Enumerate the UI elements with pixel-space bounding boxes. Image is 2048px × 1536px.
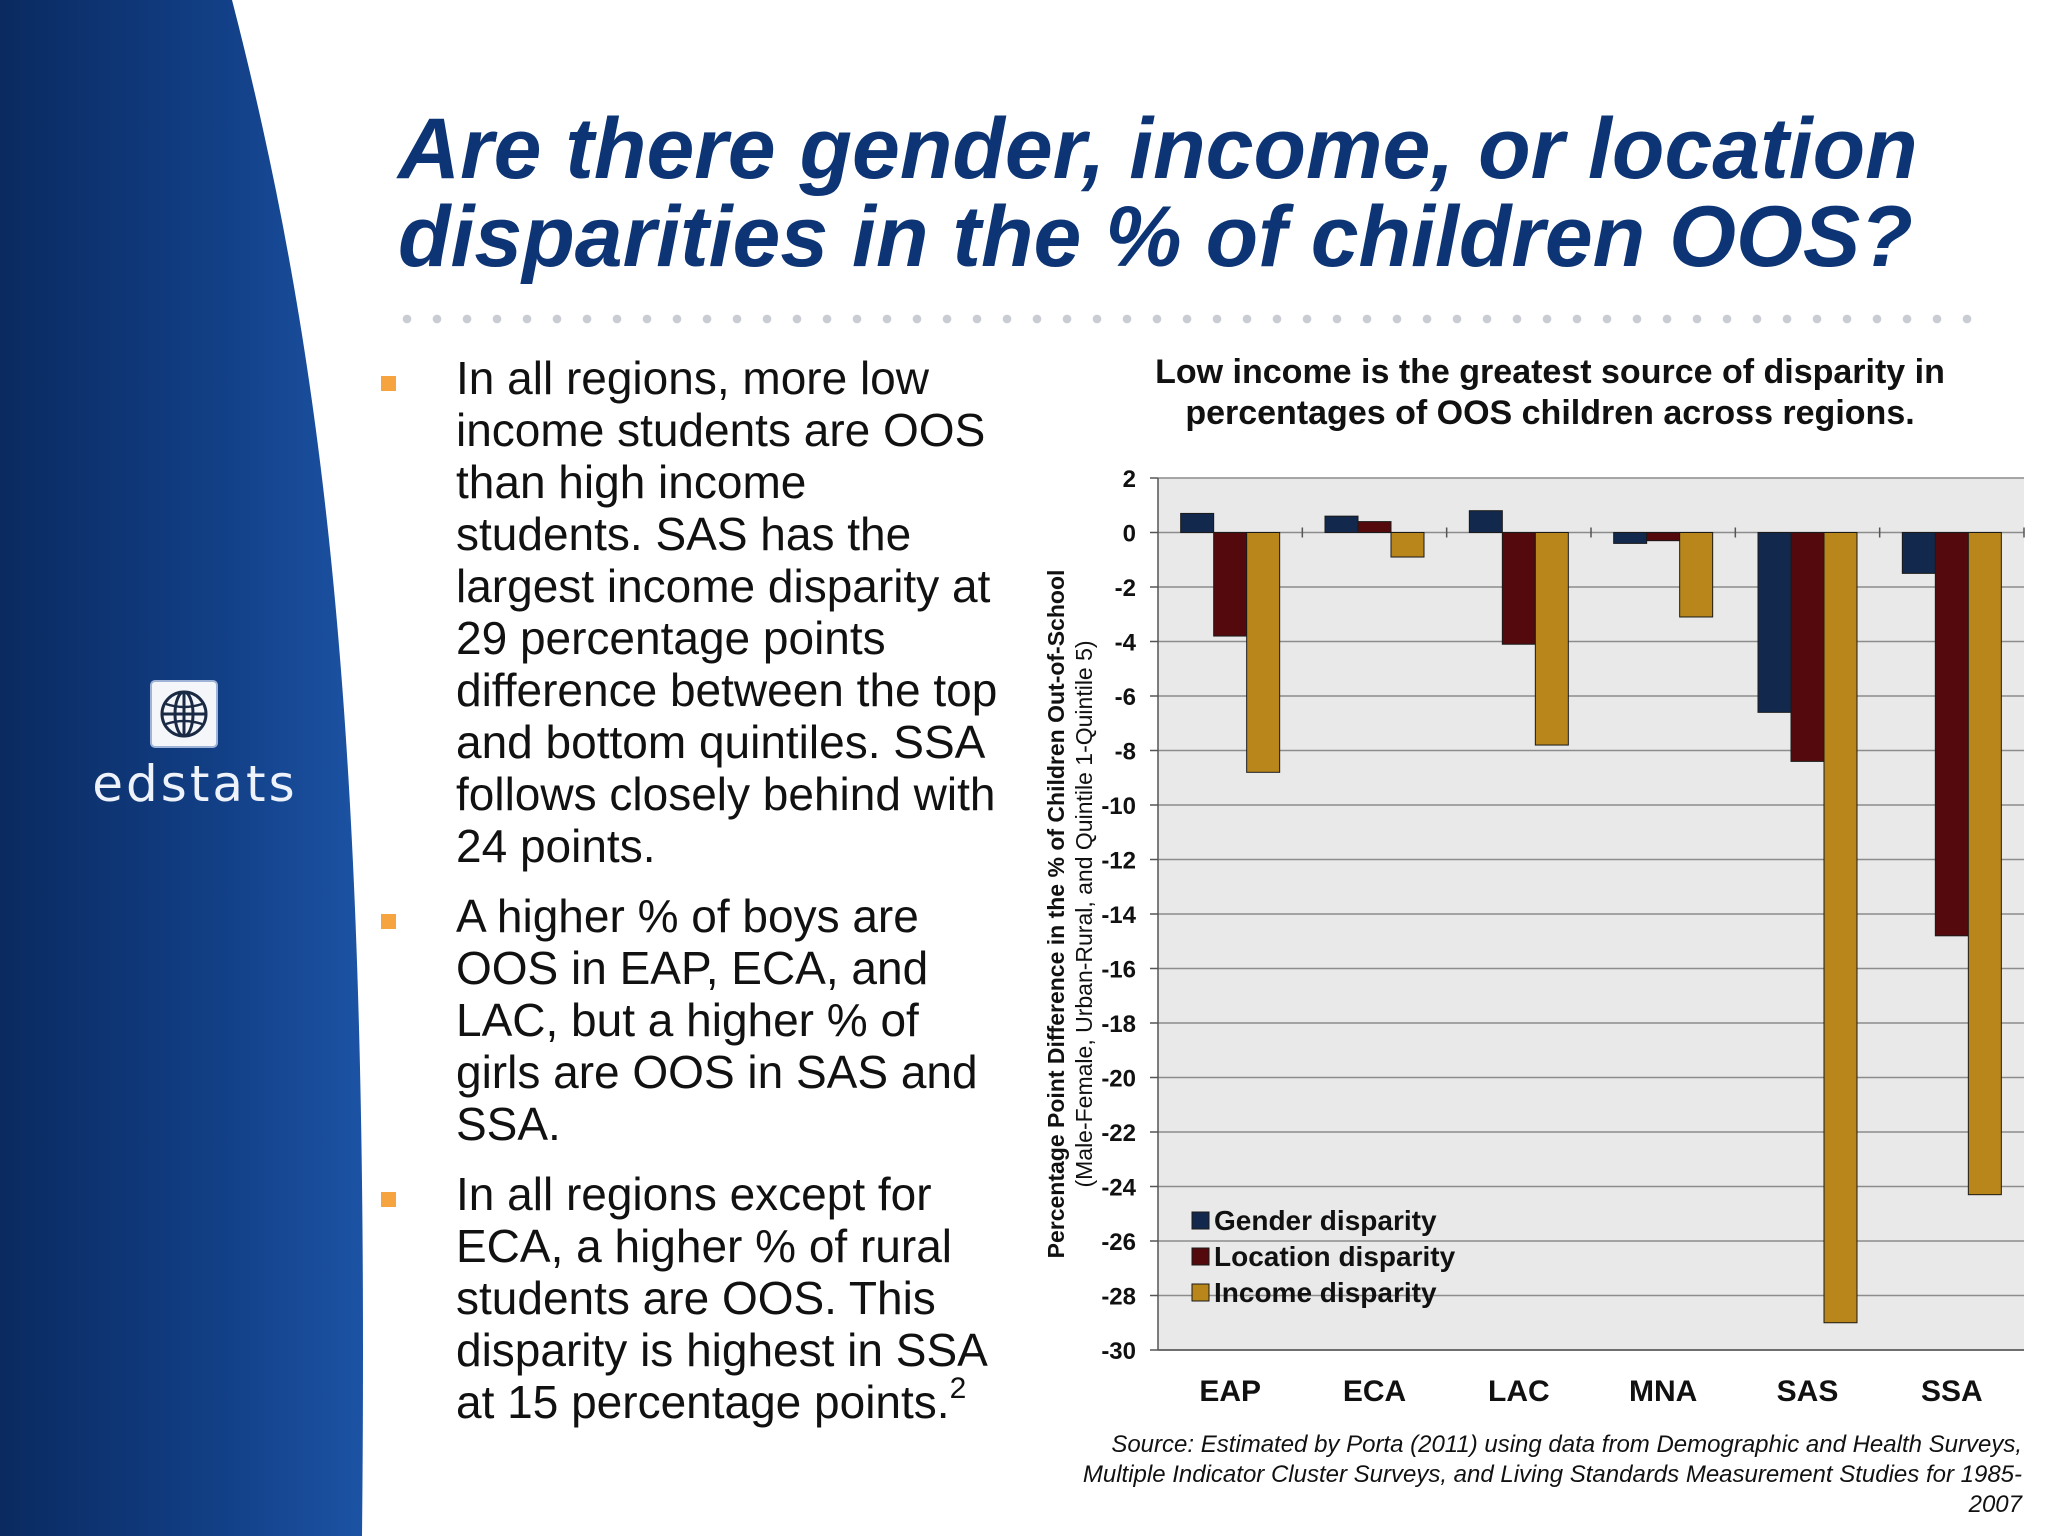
y-tick-label: -20: [1101, 1066, 1136, 1093]
x-tick-label: SSA: [1921, 1375, 1983, 1408]
edstats-logo-text: edstats: [92, 755, 298, 813]
y-axis-label-line-1: Percentage Point Difference in the % of …: [1043, 570, 1069, 1259]
y-tick-label: -4: [1115, 630, 1137, 657]
dotted-divider: [392, 314, 1982, 324]
bar: [1390, 532, 1425, 558]
legend-swatch: [1191, 1211, 1210, 1230]
y-axis-label-line-2: (Male-Female, Urban-Rural, and Quintile …: [1071, 640, 1097, 1187]
bullet-item: In all regions, more low income students…: [378, 352, 998, 872]
y-tick-label: -2: [1115, 575, 1136, 602]
y-axis-label: Percentage Point Difference in the % of …: [1043, 570, 1097, 1259]
globe-icon: [150, 680, 218, 748]
bullet-text: In all regions except for ECA, a higher …: [456, 1168, 986, 1428]
legend-label: Income disparity: [1214, 1277, 1437, 1308]
bar: [1823, 532, 1858, 1324]
y-tick-label: -16: [1101, 957, 1136, 984]
y-tick-label: -30: [1101, 1338, 1136, 1365]
bar: [1757, 532, 1792, 713]
y-tick-label: -6: [1115, 684, 1136, 711]
bullet-item: In all regions except for ECA, a higher …: [378, 1168, 998, 1428]
bar: [1324, 515, 1359, 534]
y-tick-label: -22: [1101, 1120, 1136, 1147]
x-tick-label: SAS: [1777, 1375, 1839, 1408]
legend-label: Location disparity: [1214, 1241, 1456, 1272]
bullet-square-icon: [381, 914, 396, 929]
bar: [1180, 512, 1215, 533]
bar: [1934, 532, 1969, 937]
y-tick-label: -28: [1101, 1284, 1136, 1311]
y-tick-label: -12: [1101, 848, 1136, 875]
chart-title: Low income is the greatest source of dis…: [1155, 353, 1945, 432]
x-tick-label: MNA: [1629, 1375, 1697, 1408]
bar: [1613, 532, 1648, 544]
page-title: Are there gender, income, or location di…: [398, 101, 1918, 285]
y-tick-label: -26: [1101, 1229, 1136, 1256]
y-tick-label: -18: [1101, 1011, 1136, 1038]
x-tick-label: ECA: [1343, 1375, 1406, 1408]
source-note: Source: Estimated by Porta (2011) using …: [1082, 1431, 2022, 1518]
bullet-square-icon: [381, 376, 396, 391]
bar: [1646, 532, 1681, 542]
bullet-text: In all regions, more low income students…: [456, 352, 998, 872]
bar: [1357, 521, 1392, 533]
bar: [1679, 532, 1714, 618]
bar: [1213, 532, 1248, 637]
y-tick-label: -24: [1101, 1175, 1136, 1202]
bar: [1246, 532, 1281, 773]
y-tick-label: -10: [1101, 793, 1136, 820]
x-tick-label: EAP: [1199, 1375, 1261, 1408]
sidebar-background: [0, 0, 363, 1536]
bullet-item: A higher % of boys are OOS in EAP, ECA, …: [378, 890, 998, 1150]
bar: [1967, 532, 2002, 1196]
y-tick-label: -8: [1115, 739, 1136, 766]
legend-label: Gender disparity: [1214, 1205, 1437, 1236]
footnote-marker: 2: [949, 1372, 967, 1405]
bullet-text: A higher % of boys are OOS in EAP, ECA, …: [456, 890, 978, 1150]
bar: [1790, 532, 1825, 762]
y-tick-label: -14: [1101, 902, 1136, 929]
x-tick-label: LAC: [1488, 1375, 1550, 1408]
legend-swatch: [1191, 1247, 1210, 1266]
bar: [1534, 532, 1569, 746]
bar: [1468, 510, 1503, 534]
bar: [1901, 532, 1936, 574]
bullet-list: In all regions, more low income students…: [378, 352, 998, 1446]
bar: [1501, 532, 1536, 645]
y-tick-label: 0: [1123, 521, 1136, 548]
bullet-square-icon: [381, 1192, 396, 1207]
y-tick-label: 2: [1123, 466, 1136, 493]
legend-swatch: [1191, 1283, 1210, 1302]
